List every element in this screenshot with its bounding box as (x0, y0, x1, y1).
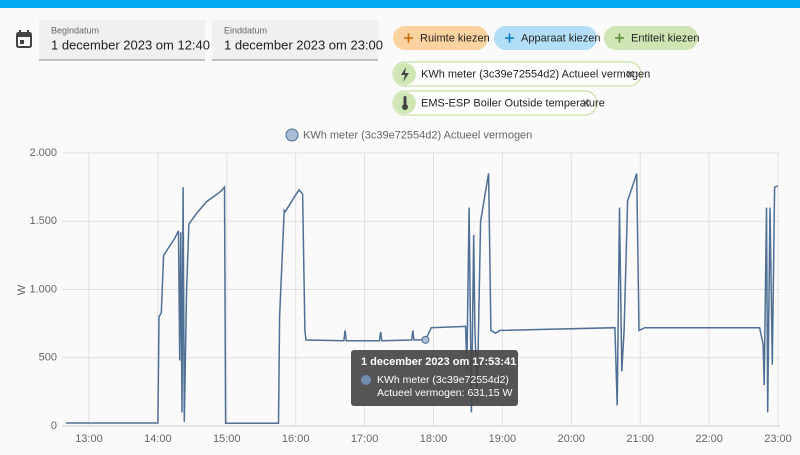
picker-button[interactable]: Apparaat kiezen (494, 26, 601, 50)
chip-remove[interactable] (582, 99, 590, 107)
legend-marker (285, 128, 299, 142)
tooltip-bg (351, 350, 518, 406)
entity-chip: KWh meter (3c39e72554d2) Actueel vermoge… (392, 61, 650, 87)
y-tick-label: 1.000 (29, 283, 57, 295)
field-value: 1 december 2023 om 23:00 (224, 37, 383, 52)
chip-bg (392, 90, 598, 116)
y-axis-label: W (16, 284, 28, 295)
y-tick-label: 0 (51, 420, 57, 432)
plus-icon (615, 33, 624, 43)
x-tick-label: 15:00 (213, 433, 241, 445)
tooltip-line: KWh meter (3c39e72554d2) (377, 374, 509, 386)
field-value: 1 december 2023 om 12:40 (51, 37, 210, 52)
series-line (66, 173, 779, 425)
x-tick-label: 22:00 (695, 433, 723, 445)
end-field[interactable] (212, 20, 378, 60)
chip-remove[interactable] (626, 70, 634, 78)
tooltip-marker (361, 375, 371, 385)
picker-button[interactable]: Ruimte kiezen (393, 26, 490, 50)
calendar-icon (16, 30, 32, 48)
legend-label: KWh meter (3c39e72554d2) Actueel vermoge… (303, 129, 532, 141)
picker-button[interactable]: Entiteit kiezen (604, 26, 699, 50)
x-tick-label: 18:00 (420, 433, 448, 445)
field-label: Begindatum (51, 25, 99, 35)
button-bg (604, 26, 698, 50)
button-bg (393, 26, 488, 50)
x-tick-label: 19:00 (489, 433, 517, 445)
tooltip-line: Actueel vermogen: 631,15 W (377, 387, 512, 399)
x-tick-label: 21:00 (626, 433, 654, 445)
x-tick-label: 17:00 (351, 433, 379, 445)
entity-chip: EMS-ESP Boiler Outside temperature (392, 90, 605, 116)
chip-label: KWh meter (3c39e72554d2) Actueel vermoge… (421, 68, 650, 80)
thermo-icon (403, 96, 407, 106)
x-tick-label: 23:00 (764, 433, 792, 445)
button-bg (494, 26, 597, 50)
x-tick-label: 13:00 (75, 433, 103, 445)
y-tick-label: 1.500 (29, 215, 57, 227)
x-tick-label: 14:00 (144, 433, 172, 445)
hover-point (421, 335, 430, 344)
x-tick-label: 20:00 (558, 433, 586, 445)
button-label: Apparaat kiezen (521, 32, 601, 44)
chip-label: EMS-ESP Boiler Outside temperature (421, 97, 605, 109)
plus-icon (505, 33, 514, 43)
field-label: Einddatum (224, 25, 267, 35)
bolt-icon (401, 67, 409, 82)
button-label: Entiteit kiezen (631, 32, 699, 44)
tooltip: 1 december 2023 om 17:53:41 KWh meter (3c… (351, 350, 518, 406)
y-tick-label: 2.000 (29, 147, 57, 159)
x-tick-label: 16:00 (282, 433, 310, 445)
thermo-bulb (402, 104, 408, 110)
button-label: Ruimte kiezen (420, 32, 490, 44)
tooltip-title: 1 december 2023 om 17:53:41 (361, 356, 516, 368)
top-bar (0, 0, 800, 8)
start-field[interactable] (39, 20, 205, 60)
chip-bg (392, 61, 642, 87)
plus-icon (404, 33, 413, 43)
y-tick-label: 500 (39, 352, 57, 364)
